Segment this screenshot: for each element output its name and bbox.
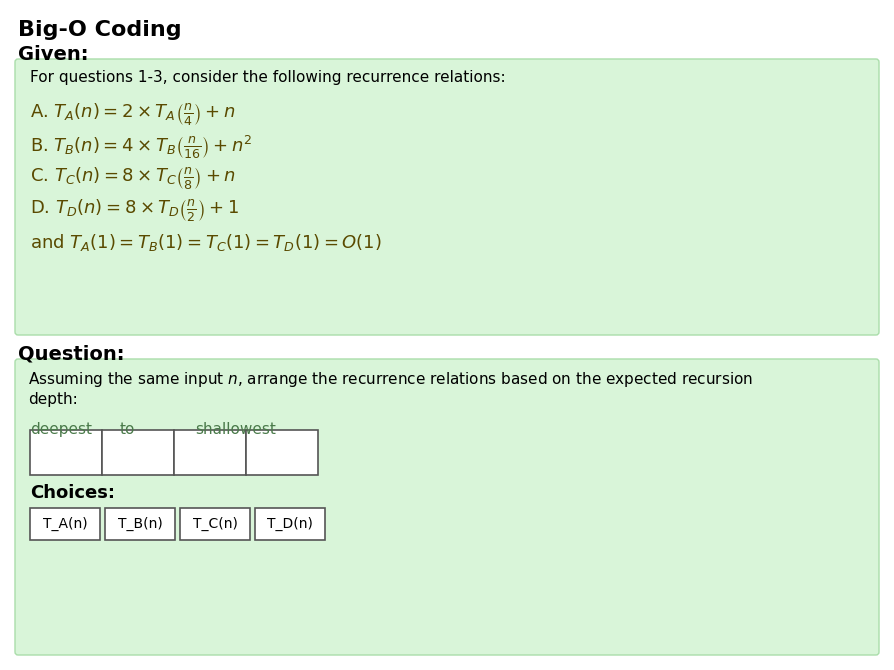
Bar — [105, 508, 175, 540]
Text: A. $T_A(n) = 2 \times T_A\left(\frac{n}{4}\right) + n$: A. $T_A(n) = 2 \times T_A\left(\frac{n}{… — [30, 102, 235, 128]
Text: T_D(n): T_D(n) — [267, 517, 313, 531]
Text: and $T_A(1) = T_B(1) = T_C(1) = T_D(1) = O(1)$: and $T_A(1) = T_B(1) = T_C(1) = T_D(1) =… — [30, 232, 382, 253]
Bar — [102, 430, 174, 475]
Bar — [255, 508, 325, 540]
Text: Given:: Given: — [18, 45, 89, 64]
Text: T_A(n): T_A(n) — [43, 517, 88, 531]
Text: Choices:: Choices: — [30, 484, 115, 502]
Text: T_C(n): T_C(n) — [192, 517, 238, 531]
Text: T_B(n): T_B(n) — [118, 517, 163, 531]
Bar — [246, 430, 318, 475]
FancyBboxPatch shape — [15, 59, 879, 335]
Text: depth:: depth: — [28, 392, 78, 407]
Text: deepest: deepest — [30, 422, 92, 437]
Bar — [180, 508, 250, 540]
Text: Question:: Question: — [18, 345, 124, 364]
Bar — [30, 430, 102, 475]
FancyBboxPatch shape — [15, 359, 879, 655]
Text: to: to — [120, 422, 135, 437]
Bar — [30, 508, 100, 540]
Text: Big-O Coding: Big-O Coding — [18, 20, 181, 40]
Text: B. $T_B(n) = 4 \times T_B\left(\frac{n}{16}\right) + n^2$: B. $T_B(n) = 4 \times T_B\left(\frac{n}{… — [30, 134, 252, 161]
Text: shallowest: shallowest — [195, 422, 276, 437]
Text: For questions 1-3, consider the following recurrence relations:: For questions 1-3, consider the followin… — [30, 70, 506, 85]
Text: Assuming the same input $n$, arrange the recurrence relations based on the expec: Assuming the same input $n$, arrange the… — [28, 370, 753, 389]
Text: C. $T_C(n) = 8 \times T_C\left(\frac{n}{8}\right) + n$: C. $T_C(n) = 8 \times T_C\left(\frac{n}{… — [30, 166, 236, 192]
Bar — [174, 430, 246, 475]
Text: D. $T_D(n) = 8 \times T_D\left(\frac{n}{2}\right) + 1$: D. $T_D(n) = 8 \times T_D\left(\frac{n}{… — [30, 198, 239, 224]
